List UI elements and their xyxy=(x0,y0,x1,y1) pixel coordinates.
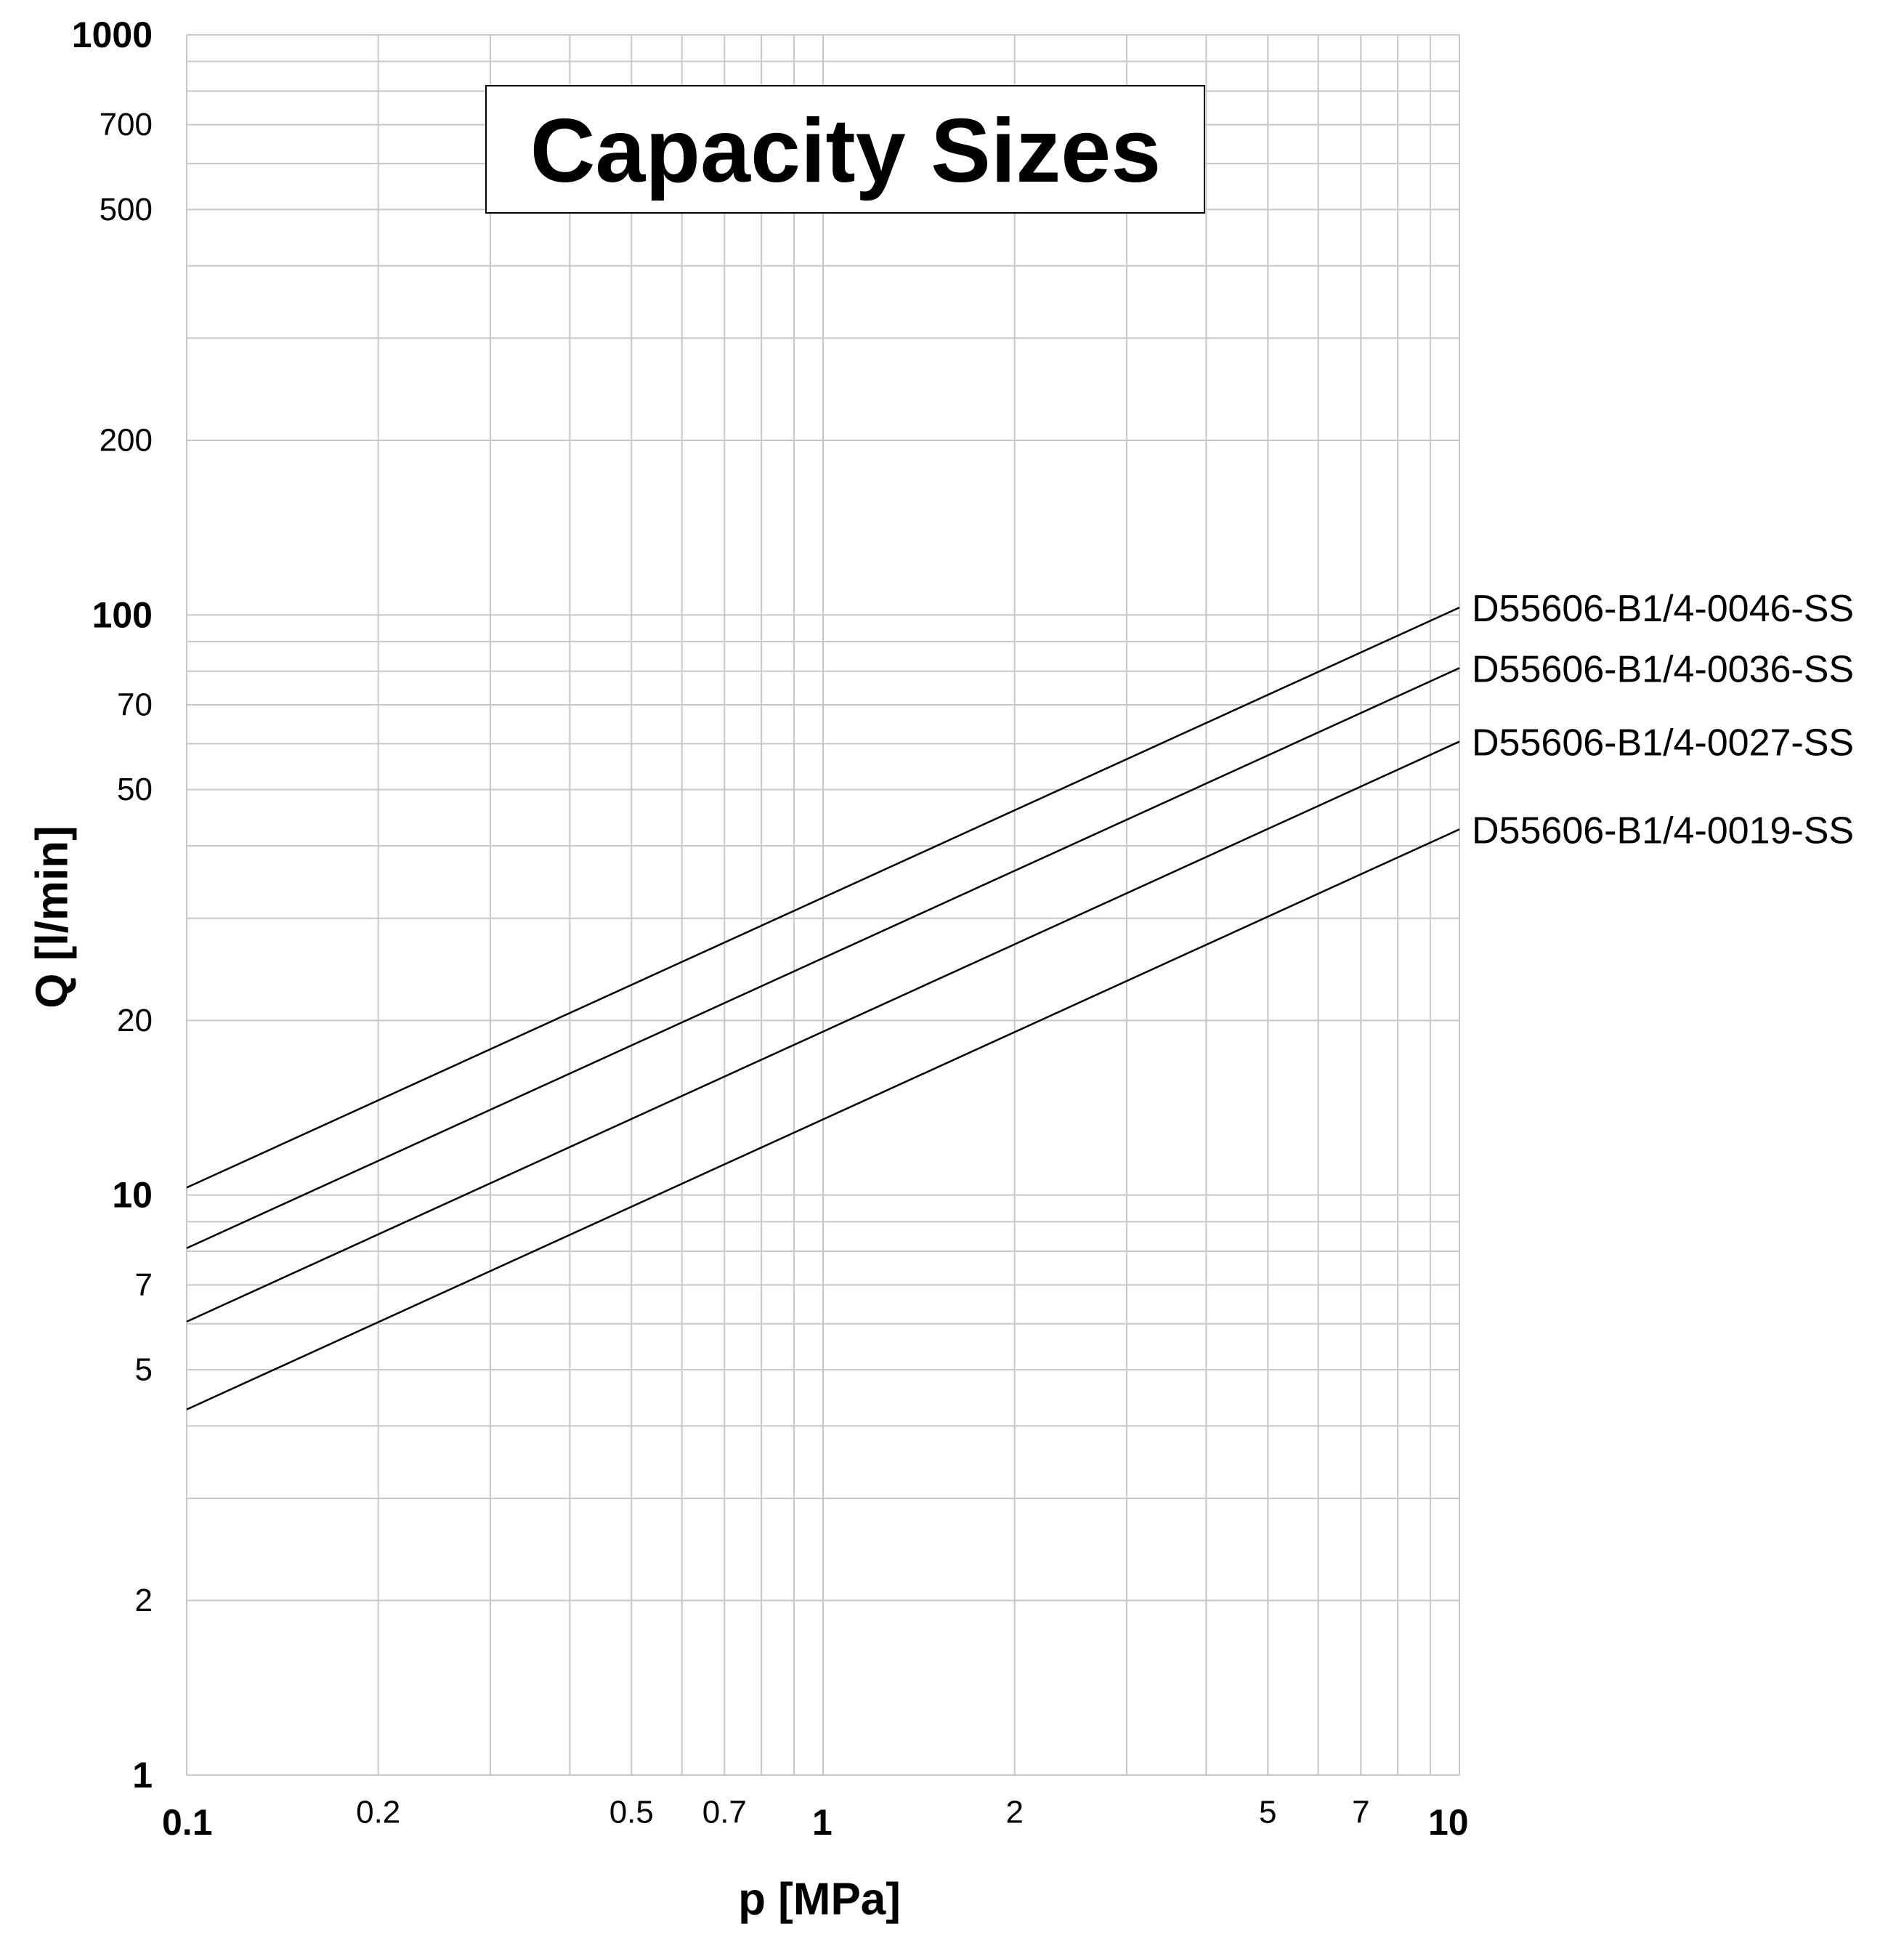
series-line xyxy=(186,740,1460,1323)
x-tick-label: 10 xyxy=(1428,1802,1469,1843)
x-tick-label: 7 xyxy=(1352,1795,1369,1830)
y-tick-label: 500 xyxy=(100,192,153,227)
series-line xyxy=(186,667,1460,1249)
series-layer xyxy=(186,606,1460,1410)
y-axis-label: Q [l/min] xyxy=(28,825,78,1008)
series-line xyxy=(186,606,1460,1189)
y-tick-label: 10 xyxy=(112,1175,153,1216)
y-tick-label: 200 xyxy=(100,423,153,459)
y-tick-label: 2 xyxy=(135,1583,153,1618)
series-label: D55606-B1/4-0027-SS xyxy=(1472,722,1854,764)
series-line xyxy=(186,828,1460,1410)
y-tick-label: 100 xyxy=(92,594,153,635)
x-tick-label: 0.5 xyxy=(609,1795,654,1830)
x-tick-label: 0.7 xyxy=(702,1795,747,1830)
x-tick-label: 2 xyxy=(1005,1795,1023,1830)
y-tick-labels: 1 2 5 7 10 20 50 70 100 200 500 700 1000 xyxy=(72,15,153,1795)
chart-title-box: Capacity Sizes xyxy=(485,85,1205,214)
chart-title: Capacity Sizes xyxy=(530,101,1161,201)
x-tick-label: 0.1 xyxy=(162,1802,213,1843)
x-tick-labels: 0.1 0.2 0.5 0.7 1 2 5 7 10 xyxy=(162,1795,1469,1843)
x-tick-label: 0.2 xyxy=(356,1795,400,1830)
series-label: D55606-B1/4-0036-SS xyxy=(1472,648,1854,690)
y-tick-label: 700 xyxy=(100,107,153,142)
series-label: D55606-B1/4-0046-SS xyxy=(1472,588,1854,630)
y-tick-label: 1000 xyxy=(72,15,153,55)
y-tick-label: 70 xyxy=(117,687,153,722)
y-tick-label: 1 xyxy=(132,1755,153,1795)
x-tick-label: 1 xyxy=(812,1802,833,1843)
y-tick-label: 20 xyxy=(117,1003,153,1038)
x-tick-label: 5 xyxy=(1259,1795,1276,1830)
y-tick-label: 5 xyxy=(135,1352,153,1387)
grid-layer xyxy=(186,34,1460,1776)
y-tick-label: 7 xyxy=(135,1267,153,1303)
series-labels: D55606-B1/4-0046-SS D55606-B1/4-0036-SS D5… xyxy=(1472,588,1854,852)
x-axis-label: p [MPa] xyxy=(738,1875,901,1925)
series-label: D55606-B1/4-0019-SS xyxy=(1472,809,1854,852)
y-tick-label: 50 xyxy=(117,772,153,807)
